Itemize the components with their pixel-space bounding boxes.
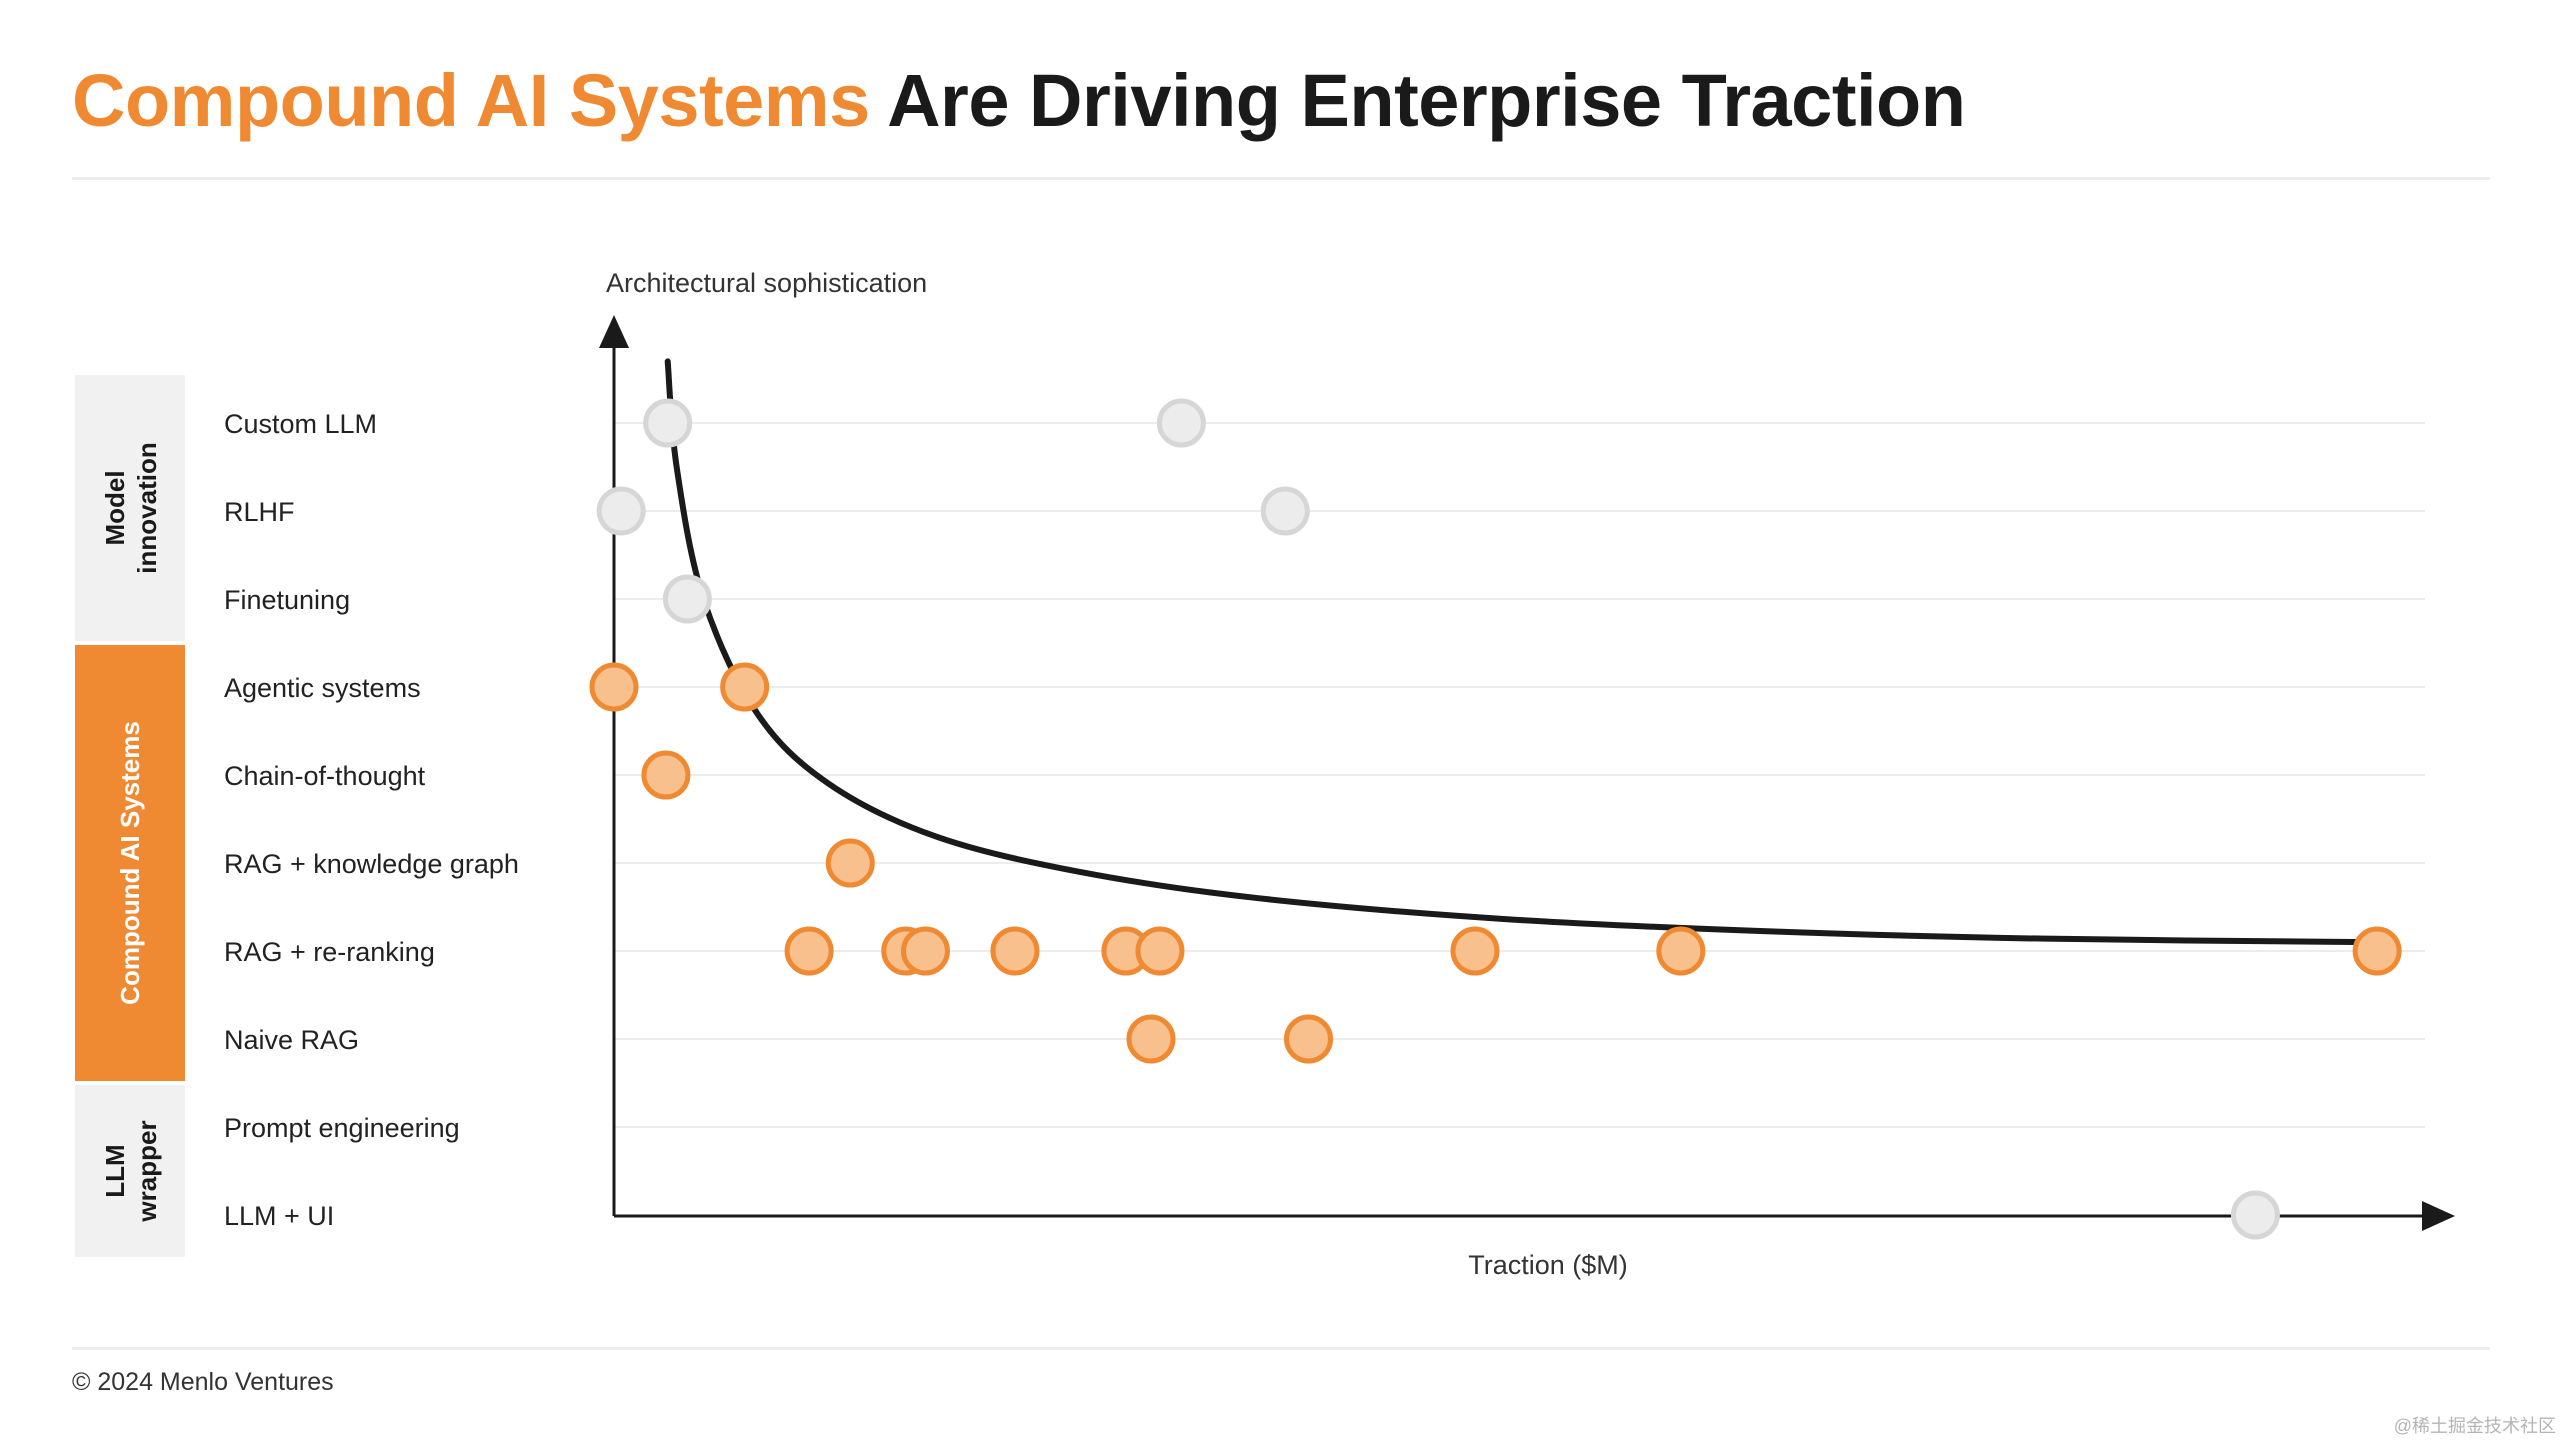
data-point (825, 838, 875, 888)
group-label: Modelinnovation (100, 442, 162, 573)
category-label: Finetuning (224, 585, 350, 615)
data-point (643, 398, 693, 448)
gridlines (614, 422, 2425, 1128)
data-point (589, 662, 639, 712)
category-labels: Custom LLM RLHF Finetuning Agentic systems C… (224, 409, 519, 1231)
category-label: LLM + UI (224, 1201, 334, 1231)
copyright-footer: © 2024 Menlo Ventures (72, 1368, 334, 1396)
category-label: Chain-of-thought (224, 761, 426, 791)
category-label: Naive RAG (224, 1025, 359, 1055)
top-divider (72, 177, 2490, 180)
bottom-divider (72, 1347, 2490, 1350)
data-point (720, 662, 770, 712)
group-band (75, 645, 185, 1081)
data-point (641, 750, 691, 800)
trend-curve-layer (664, 358, 2384, 946)
x-axis-label: Traction ($M) (1468, 1250, 1628, 1280)
category-label: RAG + knowledge graph (224, 849, 519, 879)
category-label: RLHF (224, 497, 295, 527)
group-label: Compound AI Systems (115, 721, 145, 1005)
category-label: RAG + re-ranking (224, 937, 435, 967)
data-point (2352, 926, 2402, 976)
data-point (1656, 926, 1706, 976)
data-point (1156, 398, 1206, 448)
data-point (1260, 486, 1310, 536)
traction-chart: Modelinnovation Compound AI Systems LLMwra… (75, 268, 2455, 1280)
data-point (1135, 926, 1185, 976)
title-rest: Are Driving Enterprise Traction (887, 59, 1966, 142)
group-bands: Modelinnovation Compound AI Systems LLMwra… (75, 375, 185, 1257)
group-label: LLMwrapper (100, 1120, 162, 1222)
data-point (662, 574, 712, 624)
data-points (589, 398, 2402, 1240)
data-point (900, 926, 950, 976)
category-label: Custom LLM (224, 409, 377, 439)
category-label: Prompt engineering (224, 1113, 460, 1143)
group-band (75, 375, 185, 641)
group-band (75, 1085, 185, 1257)
data-point (596, 486, 646, 536)
data-point (1450, 926, 1500, 976)
title-accent: Compound AI Systems (72, 59, 870, 142)
data-point (1284, 1014, 1334, 1064)
data-point (990, 926, 1040, 976)
data-point (784, 926, 834, 976)
axes: Architectural sophistication Traction ($… (599, 268, 2455, 1280)
page-title: Compound AI Systems Are Driving Enterpri… (72, 59, 1966, 142)
data-point (2230, 1190, 2280, 1240)
category-label: Agentic systems (224, 673, 421, 703)
data-point (1126, 1014, 1176, 1064)
trend-curve (664, 358, 2384, 946)
watermark: @稀土掘金技术社区 (2393, 1416, 2556, 1436)
y-axis-label: Architectural sophistication (606, 268, 927, 298)
